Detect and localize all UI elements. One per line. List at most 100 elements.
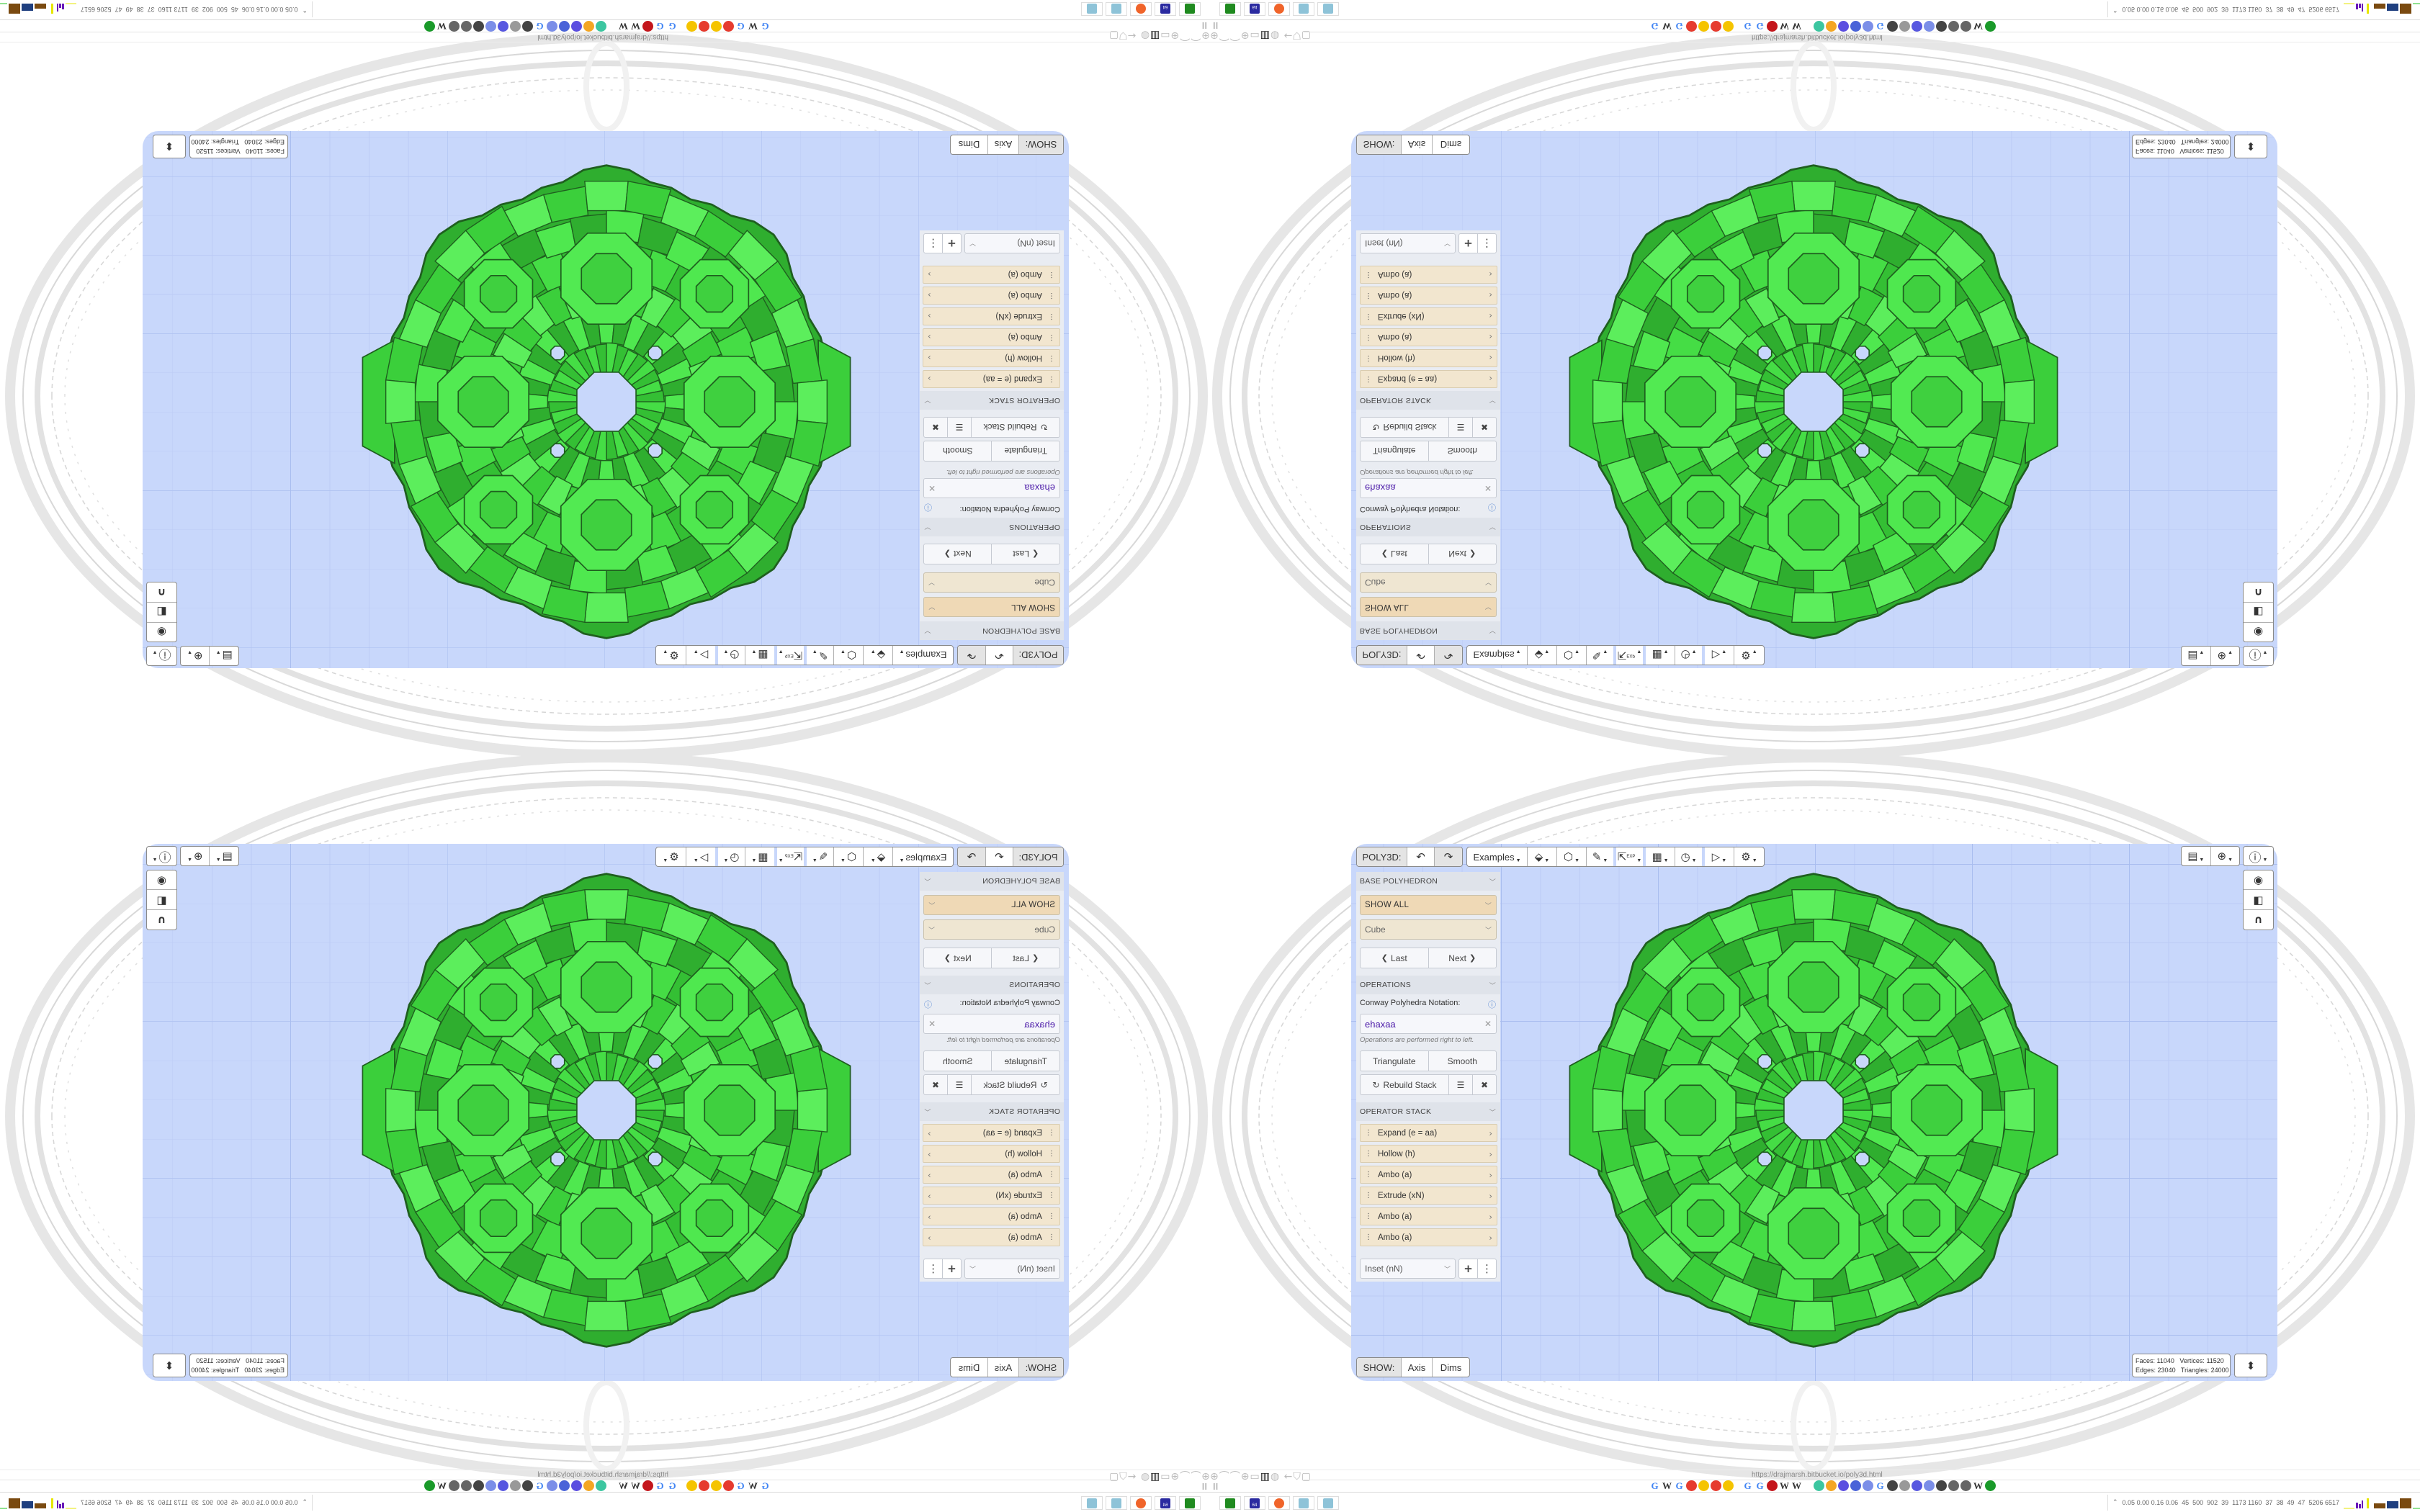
globe-button[interactable]: ⊕ ▼	[187, 850, 203, 863]
3d-viewport[interactable]	[1351, 131, 2277, 668]
messenger-bookmark-icon[interactable]	[571, 21, 582, 32]
base-polyhedron-header[interactable]: BASE POLYHEDRON ﹀	[1356, 621, 1500, 640]
settings-button[interactable]: ⚙ ▼	[663, 850, 679, 863]
chevron-right-icon[interactable]: ›	[1489, 1190, 1492, 1201]
drag-handle-icon[interactable]: ⋮	[1365, 354, 1372, 362]
wikipedia-bookmark-icon[interactable]: W	[1662, 21, 1672, 32]
axis-toggle[interactable]: Axis	[987, 135, 1018, 154]
play-button[interactable]: ▷ ▼	[686, 646, 715, 665]
blue-app-bookmark-icon[interactable]	[485, 21, 496, 32]
notation-input[interactable]: ehaxaa ✕	[1360, 478, 1497, 498]
collapse-icon[interactable]: ⌃	[2112, 6, 2118, 13]
person-bookmark-icon[interactable]	[1887, 21, 1898, 32]
operator-stack-item[interactable]: ⋮ Expand (e = aa) ›	[1360, 370, 1497, 388]
operator-stack-item[interactable]: ⋮ Ambo (a) ›	[1360, 328, 1497, 346]
taskbar-button[interactable]	[1268, 1496, 1290, 1510]
drag-handle-icon[interactable]: ⋮	[1048, 292, 1055, 300]
center-view-button[interactable]: ⬍	[2234, 135, 2267, 158]
operator-stack-item[interactable]: ⋮ Ambo (a) ›	[923, 287, 1060, 305]
drag-handle-icon[interactable]: ⋮	[1365, 312, 1372, 320]
bird-bookmark-icon[interactable]	[449, 1480, 460, 1491]
notation-input[interactable]: ehaxaa ✕	[923, 1014, 1060, 1034]
cloud-bookmark-icon[interactable]	[1826, 1480, 1837, 1491]
google-bookmark-icon[interactable]: G	[761, 1480, 769, 1491]
export-button[interactable]: ⇱ EXP ▼	[1616, 646, 1646, 665]
blue-app-bookmark-icon[interactable]	[1924, 21, 1935, 32]
rebuild-stack-button[interactable]: ↻ Rebuild Stack	[971, 1075, 1059, 1094]
operator-stack-item[interactable]: ⋮ Hollow (h) ›	[1360, 1145, 1497, 1163]
drag-handle-icon[interactable]: ⋮	[1365, 271, 1372, 279]
3d-viewport[interactable]	[143, 844, 1069, 1381]
bird-bookmark-icon[interactable]	[461, 1480, 472, 1491]
next-button[interactable]: Next ❯	[924, 948, 992, 968]
drag-handle-icon[interactable]: ⋮	[1365, 1233, 1372, 1241]
snap-button[interactable]: ∩	[2244, 910, 2273, 930]
calendar-button[interactable]: ▦ ▼	[1646, 646, 1675, 665]
redo-button[interactable]: ↷	[958, 847, 985, 866]
drag-handle-icon[interactable]: ⋮	[1048, 1212, 1055, 1220]
clear-stack-button[interactable]: ✖	[1473, 1075, 1496, 1094]
settings-button[interactable]: ⚙ ▼	[1741, 649, 1757, 662]
list-button[interactable]: ☰	[947, 418, 971, 437]
operator-stack-item[interactable]: ⋮ Ambo (a) ›	[1360, 1207, 1497, 1225]
operations-header[interactable]: OPERATIONS ﹀	[1356, 518, 1500, 536]
last-button[interactable]: ❮ Last	[1361, 544, 1429, 564]
google-bookmark-icon[interactable]: G	[1744, 21, 1752, 32]
url-text[interactable]: https://drajmarsh.bitbucket.io/poly3d.ht…	[537, 1471, 668, 1479]
url-text[interactable]: https://drajmarsh.bitbucket.io/poly3d.ht…	[537, 33, 668, 41]
redo-button[interactable]: ↷	[958, 646, 985, 665]
taskbar-button[interactable]	[1317, 1496, 1339, 1510]
center-view-button[interactable]: ⬍	[2234, 1354, 2267, 1377]
base-shape-select[interactable]: Cube ﹀	[1360, 919, 1497, 940]
pocket-bookmark-icon[interactable]	[1912, 21, 1922, 32]
calendar-button[interactable]: ▦ ▼	[1646, 847, 1675, 866]
taskbar-button[interactable]	[1179, 2, 1201, 16]
collapse-icon[interactable]: ⌃	[302, 6, 308, 13]
chevron-right-icon[interactable]: ›	[928, 1148, 931, 1159]
green-app-bookmark-icon[interactable]	[424, 21, 435, 32]
dims-toggle[interactable]: Dims	[951, 135, 987, 154]
url-text[interactable]: https://drajmarsh.bitbucket.io/poly3d.ht…	[1752, 1471, 1883, 1479]
chevron-right-icon[interactable]: ›	[1489, 1211, 1492, 1222]
chevron-right-icon[interactable]: ›	[928, 1190, 931, 1201]
triangulate-button[interactable]: Triangulate	[1361, 441, 1429, 461]
taskbar-button[interactable]	[1268, 2, 1290, 16]
next-button[interactable]: Next ❯	[1429, 948, 1497, 968]
polyhedron-filter-select[interactable]: SHOW ALL ﹀	[923, 895, 1060, 915]
app-menu-button[interactable]: POLY3D:	[1013, 847, 1063, 866]
google-bookmark-icon[interactable]: G	[1651, 1480, 1659, 1491]
bird-bookmark-icon[interactable]	[1960, 21, 1971, 32]
wikipedia-bookmark-icon[interactable]: W	[619, 21, 628, 32]
add-operator-button[interactable]: +	[1459, 234, 1478, 253]
gray-app-bookmark-icon[interactable]	[1899, 21, 1910, 32]
cloud-bookmark-icon[interactable]	[1826, 21, 1837, 32]
next-button[interactable]: Next ❯	[924, 544, 992, 564]
chevron-right-icon[interactable]: ›	[928, 290, 931, 301]
list-button[interactable]: ☰	[1449, 1075, 1473, 1094]
globe-button[interactable]: ⊕ ▼	[2217, 649, 2233, 662]
wikipedia-bookmark-icon[interactable]: W	[631, 21, 640, 32]
bird-bookmark-icon[interactable]	[1948, 21, 1959, 32]
add-operator-button[interactable]: +	[1459, 1259, 1478, 1278]
info-button-inner[interactable]: ⓘ ▼	[147, 647, 176, 665]
operator-stack-item[interactable]: ⋮ Ambo (a) ›	[1360, 266, 1497, 284]
paint-tag-button[interactable]: ⬙ ▼	[1528, 847, 1557, 866]
chevron-right-icon[interactable]: ›	[1489, 353, 1492, 364]
blue-app-bookmark-icon[interactable]	[1863, 1480, 1873, 1491]
drag-handle-icon[interactable]: ⋮	[1048, 1171, 1055, 1179]
notation-input[interactable]: ehaxaa ✕	[1360, 1014, 1497, 1034]
operator-stack-item[interactable]: ⋮ Ambo (a) ›	[923, 1207, 1060, 1225]
yandex-maps-bookmark-icon[interactable]	[711, 1480, 722, 1491]
taskbar-button[interactable]: 64	[1244, 1496, 1265, 1510]
operator-stack-item[interactable]: ⋮ Expand (e = aa) ›	[923, 1124, 1060, 1142]
undo-button[interactable]: ↶	[1407, 847, 1435, 866]
operator-stack-item[interactable]: ⋮ Extrude (xN) ›	[1360, 307, 1497, 325]
drag-handle-icon[interactable]: ⋮	[1048, 1233, 1055, 1241]
wikipedia-bookmark-icon[interactable]: W	[748, 21, 758, 32]
base-shape-select[interactable]: Cube ﹀	[923, 919, 1060, 940]
puzzle-bookmark-icon[interactable]	[1767, 1480, 1778, 1491]
info-button[interactable]: ⓘ ▼	[146, 646, 177, 666]
chevron-right-icon[interactable]: ›	[928, 1232, 931, 1243]
clear-stack-button[interactable]: ✖	[924, 1075, 947, 1094]
info-button[interactable]: ⓘ ▼	[2243, 846, 2274, 866]
